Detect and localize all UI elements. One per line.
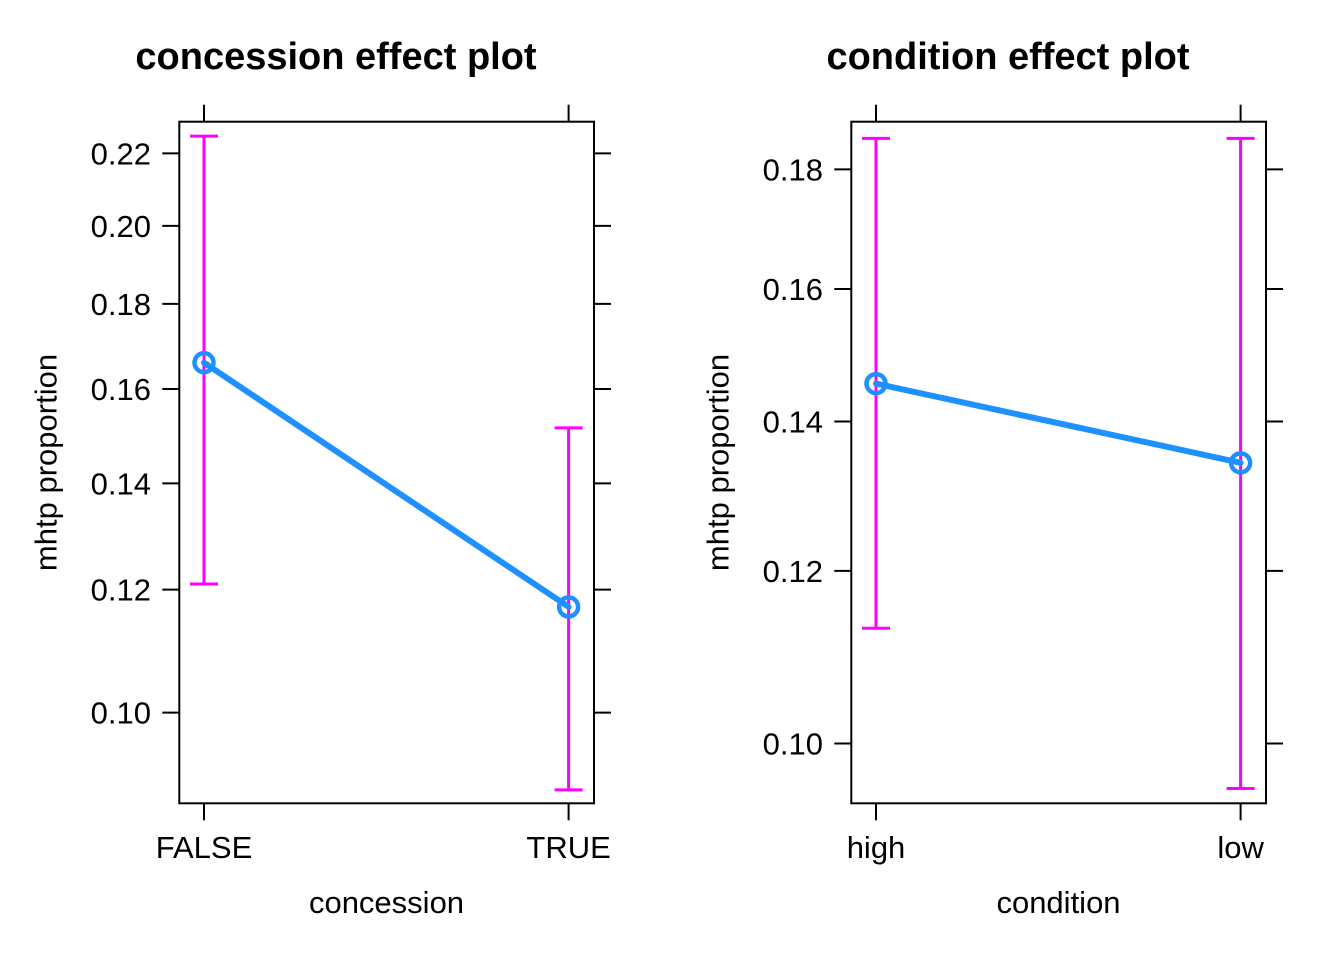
x-axis-label: condition bbox=[996, 885, 1121, 920]
panel-concession-effect: 0.10 0.12 0.14 0.16 0.18 0.20 0.22 FALSE TRUE co… bbox=[28, 36, 611, 920]
y-tick-label: 0.12 bbox=[91, 573, 151, 608]
y-tick-label: 0.18 bbox=[91, 287, 151, 322]
data-point-marker bbox=[556, 595, 581, 619]
x-tick-label: TRUE bbox=[526, 830, 610, 865]
data-point-marker bbox=[1228, 451, 1253, 475]
y-tick-label: 0.16 bbox=[91, 372, 151, 407]
y-tick-label: 0.16 bbox=[763, 272, 823, 307]
y-tick-label: 0.14 bbox=[91, 466, 151, 501]
effect-line bbox=[873, 380, 1244, 466]
page-title: concession effect plot bbox=[135, 36, 537, 79]
y-tick-label: 0.18 bbox=[763, 152, 823, 187]
concession-plot-canvas: 0.10 0.12 0.14 0.16 0.18 0.20 0.22 FALSE TRUE bbox=[91, 104, 611, 865]
y-tick-label: 0.10 bbox=[763, 727, 823, 762]
panel-condition-effect: 0.10 0.12 0.14 0.16 0.18 high low condition ef… bbox=[672, 0, 1344, 960]
x-tick-label: FALSE bbox=[156, 830, 253, 865]
page-title: condition effect plot bbox=[826, 36, 1190, 79]
y-axis-ticks: 0.10 0.12 0.14 0.16 0.18 bbox=[763, 152, 1283, 762]
condition-plot-canvas: 0.10 0.12 0.14 0.16 0.18 high low bbox=[763, 104, 1283, 865]
effect-line bbox=[201, 359, 572, 610]
y-tick-label: 0.12 bbox=[763, 554, 823, 589]
y-tick-label: 0.20 bbox=[91, 209, 151, 244]
y-axis-label: mhtp proportion bbox=[28, 353, 64, 572]
x-tick-label: low bbox=[1217, 830, 1264, 865]
y-axis-ticks: 0.10 0.12 0.14 0.16 0.18 0.20 0.22 bbox=[91, 136, 611, 731]
plot-border bbox=[850, 120, 1268, 805]
y-axis-label: mhtp proportion bbox=[700, 353, 736, 572]
x-axis-ticks: high low bbox=[847, 104, 1264, 865]
x-axis-label: concession bbox=[308, 885, 465, 920]
data-point-marker bbox=[192, 350, 216, 375]
y-tick-label: 0.14 bbox=[763, 404, 823, 439]
data-point-marker bbox=[864, 371, 888, 396]
y-tick-label: 0.22 bbox=[91, 136, 151, 171]
y-tick-label: 0.10 bbox=[91, 696, 151, 731]
x-axis-ticks: FALSE TRUE bbox=[156, 104, 611, 865]
plot-border bbox=[178, 120, 596, 805]
x-tick-label: high bbox=[847, 830, 906, 865]
